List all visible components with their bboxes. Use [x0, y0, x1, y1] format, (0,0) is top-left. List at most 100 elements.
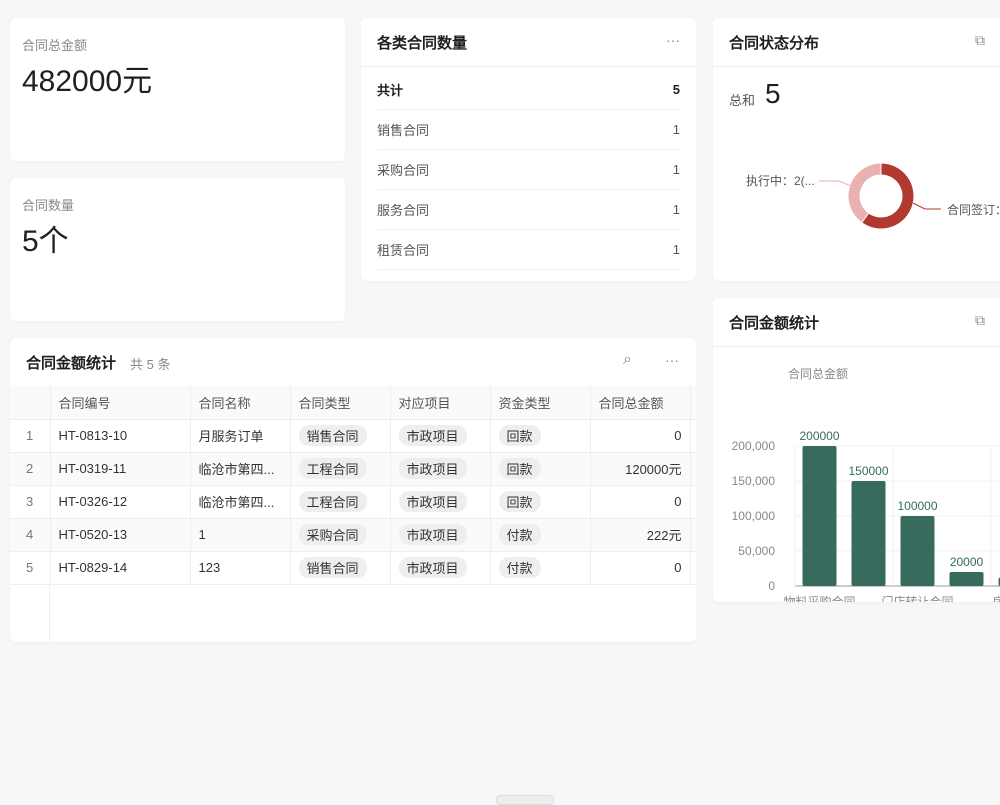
- table-cell: [690, 518, 696, 551]
- table-cell: 1: [190, 518, 290, 551]
- category-row: 销售合同 1: [377, 110, 680, 150]
- bar: [852, 481, 886, 586]
- y-axis-title: 合同总金额: [788, 366, 848, 381]
- category-value: 1: [673, 202, 680, 217]
- column-header[interactable]: [690, 386, 696, 419]
- card-title: 合同状态分布: [729, 32, 819, 53]
- category-label: 共计: [377, 80, 403, 99]
- table-cell: 5: [10, 551, 50, 584]
- status-distribution-card: 合同状态分布 ⧉ 总和 5 执行中：2(... 合同签订：: [713, 18, 1000, 281]
- category-value: 5: [673, 82, 680, 97]
- category-row: 服务合同 1: [377, 190, 680, 230]
- tag: 工程合同: [299, 491, 367, 512]
- table-cell: 市政项目: [390, 452, 490, 485]
- tag: 市政项目: [399, 425, 467, 446]
- more-icon[interactable]: ···: [665, 352, 679, 368]
- category-value: 1: [673, 122, 680, 137]
- table-cell: [690, 419, 696, 452]
- table-cell: 市政项目: [390, 419, 490, 452]
- tag: 市政项目: [399, 557, 467, 578]
- y-tick-label: 0: [768, 579, 775, 593]
- table-cell: 2: [10, 452, 50, 485]
- tag: 付款: [499, 524, 541, 545]
- table-cell: 市政项目: [390, 518, 490, 551]
- y-tick-label: 100,000: [732, 509, 776, 523]
- external-link-icon[interactable]: ⧉: [975, 32, 985, 49]
- tag: 付款: [499, 557, 541, 578]
- tag: 市政项目: [399, 458, 467, 479]
- tag: 销售合同: [299, 557, 367, 578]
- column-header[interactable]: 合同编号: [50, 386, 190, 419]
- more-icon[interactable]: ···: [666, 32, 680, 48]
- table-cell: 4: [10, 518, 50, 551]
- table-cell: 销售合同: [290, 551, 390, 584]
- category-label: 销售合同: [377, 120, 429, 139]
- contract-count-label: 合同数量: [22, 195, 74, 214]
- column-header[interactable]: [10, 386, 50, 419]
- data-label: 200000: [799, 429, 839, 443]
- column-header[interactable]: 资金类型: [490, 386, 590, 419]
- card-title: 各类合同数量: [377, 32, 467, 53]
- table-cell: 0: [590, 419, 690, 452]
- table-cell: 工程合同: [290, 485, 390, 518]
- table-cell: 临沧市第四...: [190, 452, 290, 485]
- table-cell: 市政项目: [390, 485, 490, 518]
- label-line: [913, 203, 941, 209]
- column-header[interactable]: 合同总金额: [590, 386, 690, 419]
- tag: 市政项目: [399, 524, 467, 545]
- x-tick-label: 房屋租...: [992, 594, 1000, 602]
- table-cell: 回款: [490, 419, 590, 452]
- category-label: 租赁合同: [377, 240, 429, 259]
- tag: 回款: [499, 491, 541, 512]
- column-header[interactable]: 合同名称: [190, 386, 290, 419]
- table-cell: [690, 452, 696, 485]
- card-title: 合同金额统计: [26, 352, 116, 373]
- tag: 回款: [499, 425, 541, 446]
- data-label: 100000: [897, 499, 937, 513]
- table-cell: 120000元: [590, 452, 690, 485]
- sum-label: 总和: [729, 90, 755, 109]
- donut-slice[interactable]: [848, 163, 881, 223]
- data-label: 20000: [950, 555, 984, 569]
- table-cell: HT-0813-10: [50, 419, 190, 452]
- table-cell: 222元: [590, 518, 690, 551]
- slice-label: 执行中：2(...: [746, 173, 815, 188]
- y-tick-label: 200,000: [732, 439, 776, 453]
- table-cell: HT-0829-14: [50, 551, 190, 584]
- category-label: 服务合同: [377, 200, 429, 219]
- table-cell: HT-0326-12: [50, 485, 190, 518]
- label-line: [819, 181, 851, 186]
- column-header[interactable]: 合同类型: [290, 386, 390, 419]
- tag: 工程合同: [299, 458, 367, 479]
- total-amount-label: 合同总金额: [22, 35, 87, 54]
- external-link-icon[interactable]: ⧉: [975, 312, 985, 329]
- y-tick-label: 50,000: [738, 544, 775, 558]
- amount-table-card: 合同金额统计 共 5 条 ⌕ ··· 合同编号合同名称合同类型对应项目资金类型合…: [10, 338, 696, 642]
- sum-value: 5: [765, 78, 781, 110]
- table-cell: HT-0520-13: [50, 518, 190, 551]
- data-label: 150000: [848, 464, 888, 478]
- table-cell: 回款: [490, 452, 590, 485]
- tag: 市政项目: [399, 491, 467, 512]
- table-cell: [690, 551, 696, 584]
- donut-chart: 执行中：2(... 合同签订：: [713, 128, 1000, 268]
- bar: [901, 516, 935, 586]
- tag: 销售合同: [299, 425, 367, 446]
- column-header[interactable]: 对应项目: [390, 386, 490, 419]
- search-icon[interactable]: ⌕: [623, 351, 632, 369]
- slice-label: 合同签订：: [947, 202, 1000, 217]
- table-cell: 付款: [490, 551, 590, 584]
- x-tick-label: 物料采购合同: [783, 594, 855, 602]
- bottom-handle[interactable]: [496, 795, 554, 805]
- table-cell: 工程合同: [290, 452, 390, 485]
- table-cell: 1: [10, 419, 50, 452]
